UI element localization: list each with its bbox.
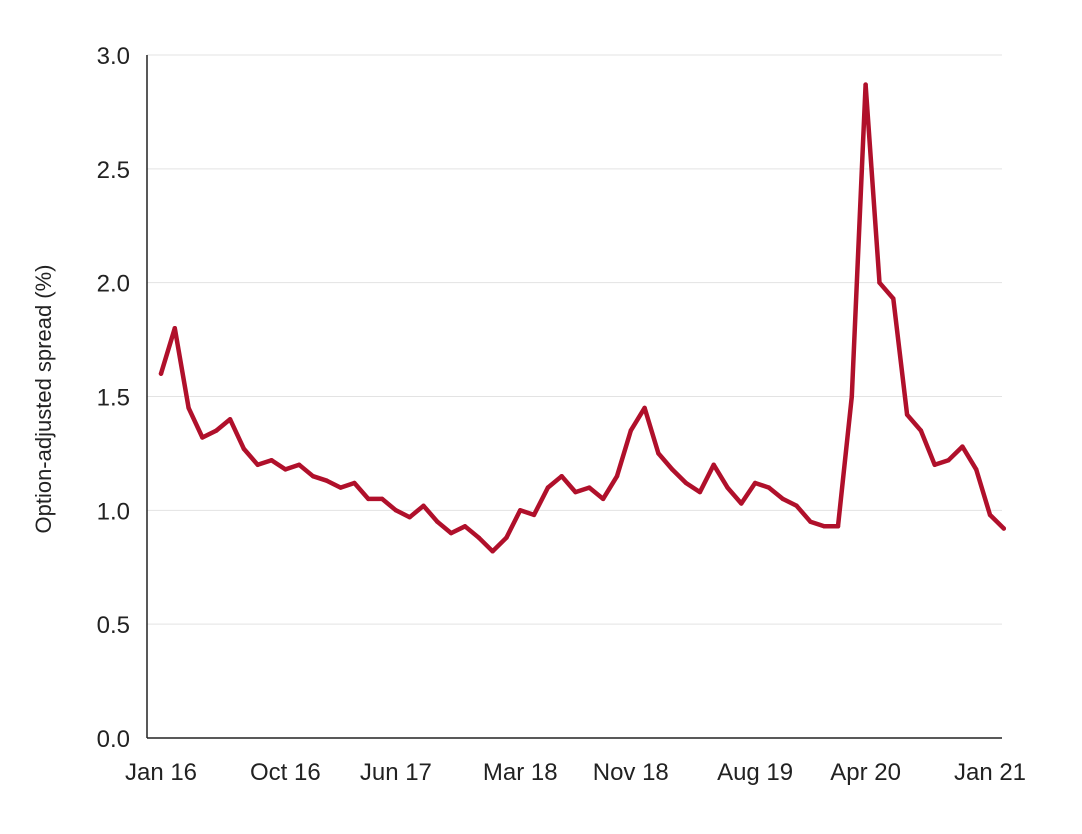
- x-tick-label: Oct 16: [250, 759, 321, 786]
- y-tick-labels: 0.0 0.5 1.0 1.5 2.0 2.5 3.0: [97, 43, 130, 753]
- data-point: [863, 82, 868, 87]
- data-point: [462, 524, 468, 529]
- gridlines: [147, 54, 1002, 625]
- data-point: [476, 535, 481, 540]
- data-point: [352, 480, 357, 486]
- data-point: [407, 515, 412, 520]
- series-layer: [158, 82, 1007, 554]
- data-point: [324, 478, 329, 483]
- data-point: [448, 530, 454, 536]
- data-point: [877, 280, 882, 285]
- data-point: [531, 512, 537, 518]
- axes: [146, 55, 1002, 739]
- data-point: [752, 480, 758, 486]
- data-point: [987, 512, 993, 518]
- data-point: [379, 496, 385, 502]
- data-point: [435, 519, 440, 524]
- data-point: [766, 485, 772, 490]
- data-point: [670, 467, 675, 472]
- data-point: [255, 462, 260, 467]
- data-point: [697, 489, 703, 495]
- y-tick-label: 0.5: [97, 612, 130, 639]
- data-point: [283, 467, 288, 472]
- data-point: [725, 485, 730, 490]
- x-tick-label: Jan 21: [954, 759, 1026, 786]
- data-point: [393, 508, 399, 513]
- data-point: [366, 496, 371, 502]
- data-point: [297, 462, 302, 467]
- data-point: [310, 474, 316, 479]
- data-point: [490, 549, 495, 554]
- data-point: [241, 446, 247, 452]
- data-point: [808, 519, 813, 524]
- data-point: [504, 535, 509, 540]
- x-tick-label: Nov 18: [593, 759, 669, 786]
- data-point: [559, 474, 564, 479]
- data-point: [338, 485, 343, 490]
- y-tick-label: 2.5: [97, 157, 130, 184]
- data-point: [891, 296, 896, 301]
- data-point: [573, 489, 578, 495]
- data-point: [739, 501, 744, 506]
- y-tick-label: 3.0: [97, 43, 130, 70]
- data-point: [849, 394, 854, 399]
- data-point: [600, 496, 606, 502]
- x-tick-label: Aug 19: [717, 759, 793, 786]
- data-point: [822, 524, 827, 529]
- data-point: [545, 485, 551, 490]
- x-tick-label: Apr 20: [830, 759, 901, 786]
- data-point: [946, 458, 951, 463]
- data-point: [960, 444, 965, 449]
- data-point: [158, 371, 164, 376]
- data-point: [214, 428, 219, 433]
- data-point: [518, 508, 523, 513]
- y-axis-label: Option-adjusted spread (%): [31, 264, 56, 533]
- y-tick-label: 1.5: [97, 385, 130, 412]
- data-point: [200, 435, 205, 440]
- data-point: [656, 451, 661, 456]
- y-tick-label: 1.0: [97, 498, 130, 525]
- x-tick-label: Jan 16: [125, 759, 197, 786]
- x-tick-label: Jun 17: [360, 759, 432, 786]
- data-point: [683, 480, 689, 486]
- data-point: [628, 428, 633, 433]
- data-point: [932, 462, 937, 467]
- data-point: [794, 503, 799, 508]
- data-point: [711, 462, 716, 467]
- data-point: [974, 467, 979, 472]
- x-tick-label: Mar 18: [483, 759, 558, 786]
- data-point: [642, 405, 647, 411]
- data-point: [172, 326, 177, 331]
- y-tick-label: 0.0: [97, 726, 130, 753]
- series-line: [158, 82, 1007, 554]
- data-point: [835, 524, 841, 529]
- data-point: [227, 417, 233, 422]
- y-tick-label: 2.0: [97, 271, 130, 298]
- data-point: [904, 412, 910, 417]
- data-point: [1001, 526, 1006, 531]
- data-point: [186, 405, 191, 411]
- data-point: [421, 503, 426, 508]
- data-point: [614, 474, 620, 479]
- x-tick-labels: Jan 16 Oct 16 Jun 17 Mar 18 Nov 18 Aug 19 Apr …: [125, 759, 1026, 786]
- data-point: [780, 496, 785, 502]
- data-point: [587, 485, 592, 490]
- data-point: [918, 428, 924, 433]
- data-point: [269, 458, 274, 463]
